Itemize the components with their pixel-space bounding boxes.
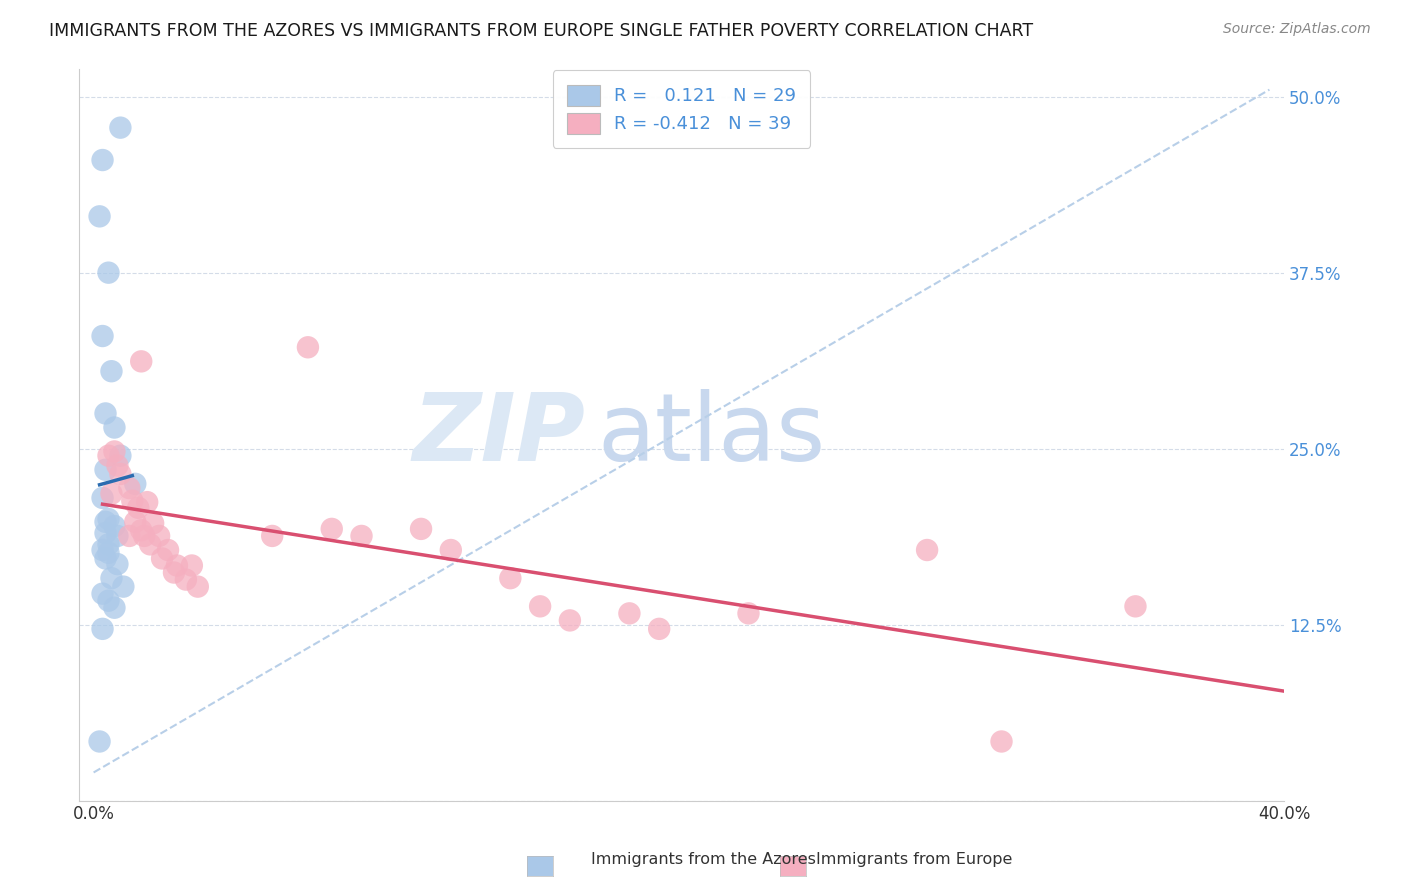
Point bbox=[91, 543, 114, 558]
Point bbox=[157, 543, 180, 558]
Point bbox=[97, 266, 120, 280]
Point bbox=[94, 551, 117, 566]
Point bbox=[91, 622, 114, 636]
Point bbox=[107, 458, 129, 473]
Point bbox=[100, 486, 122, 500]
Point bbox=[139, 537, 162, 551]
Point bbox=[103, 600, 125, 615]
Point bbox=[737, 607, 759, 621]
Point bbox=[350, 529, 373, 543]
Point bbox=[150, 551, 173, 566]
Point bbox=[89, 734, 111, 748]
Point bbox=[121, 493, 143, 508]
Point bbox=[94, 515, 117, 529]
Text: ZIP: ZIP bbox=[412, 389, 585, 481]
Point bbox=[100, 364, 122, 378]
Point bbox=[166, 558, 188, 573]
Point bbox=[529, 599, 551, 614]
Point bbox=[94, 463, 117, 477]
Point bbox=[262, 529, 284, 543]
Point bbox=[124, 515, 146, 529]
Point bbox=[648, 622, 671, 636]
Point bbox=[103, 519, 125, 533]
Point bbox=[94, 526, 117, 541]
Point bbox=[127, 500, 149, 515]
Point bbox=[619, 607, 641, 621]
Point bbox=[129, 524, 152, 538]
Point bbox=[142, 516, 165, 531]
Point bbox=[409, 522, 432, 536]
Point bbox=[499, 571, 522, 585]
Point bbox=[89, 210, 111, 224]
Point bbox=[91, 329, 114, 343]
Point bbox=[124, 476, 146, 491]
Point bbox=[187, 580, 209, 594]
Point bbox=[180, 558, 202, 573]
Point bbox=[103, 420, 125, 434]
Point bbox=[100, 571, 122, 585]
Point bbox=[97, 546, 120, 560]
Point bbox=[97, 537, 120, 551]
Point bbox=[321, 522, 343, 536]
Point bbox=[107, 557, 129, 571]
Point bbox=[558, 614, 581, 628]
Point bbox=[915, 543, 938, 558]
Point bbox=[94, 407, 117, 421]
Point bbox=[440, 543, 463, 558]
Point bbox=[297, 340, 319, 354]
Point bbox=[110, 467, 132, 481]
Point bbox=[112, 580, 135, 594]
Point bbox=[163, 566, 186, 580]
Text: Source: ZipAtlas.com: Source: ZipAtlas.com bbox=[1223, 22, 1371, 37]
Point bbox=[97, 512, 120, 526]
Point bbox=[97, 593, 120, 607]
Text: atlas: atlas bbox=[598, 389, 825, 481]
Point bbox=[118, 481, 141, 495]
Point bbox=[91, 587, 114, 601]
Point bbox=[129, 354, 152, 368]
Text: IMMIGRANTS FROM THE AZORES VS IMMIGRANTS FROM EUROPE SINGLE FATHER POVERTY CORRE: IMMIGRANTS FROM THE AZORES VS IMMIGRANTS… bbox=[49, 22, 1033, 40]
Point bbox=[91, 491, 114, 505]
Point bbox=[148, 529, 170, 543]
Point bbox=[97, 449, 120, 463]
Point bbox=[118, 529, 141, 543]
Point bbox=[136, 495, 159, 509]
Point bbox=[103, 444, 125, 458]
Text: Immigrants from the Azores: Immigrants from the Azores bbox=[591, 852, 815, 867]
Point bbox=[990, 734, 1012, 748]
Point bbox=[110, 120, 132, 135]
Point bbox=[134, 529, 156, 543]
Point bbox=[91, 153, 114, 167]
Point bbox=[174, 573, 197, 587]
Legend: R =   0.121   N = 29, R = -0.412   N = 39: R = 0.121 N = 29, R = -0.412 N = 39 bbox=[553, 70, 810, 148]
Point bbox=[110, 449, 132, 463]
Point bbox=[107, 529, 129, 543]
Point bbox=[1125, 599, 1147, 614]
Text: Immigrants from Europe: Immigrants from Europe bbox=[815, 852, 1012, 867]
